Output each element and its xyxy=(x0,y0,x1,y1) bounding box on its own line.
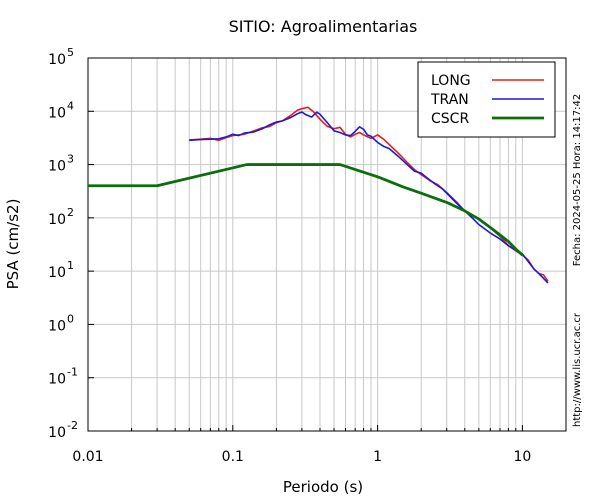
y-axis-label: PSA (cm/s2) xyxy=(4,199,22,290)
y-tick-label: 10 xyxy=(48,105,66,121)
y-tick-exponent: 3 xyxy=(67,153,74,166)
series-line-cscr xyxy=(88,163,524,257)
y-tick-exponent: -1 xyxy=(67,366,78,379)
y-tick-exponent: -2 xyxy=(67,419,78,432)
x-tick-label: 0.1 xyxy=(222,449,244,465)
x-tick-label: 1 xyxy=(373,449,382,465)
legend: LONG TRAN CSCR xyxy=(417,61,556,138)
y-tick-exponent: 4 xyxy=(67,99,74,112)
x-tick-label: 0.01 xyxy=(72,449,103,465)
series-group xyxy=(88,106,549,284)
x-axis-label: Periodo (s) xyxy=(283,478,363,496)
y-tick-label: 10 xyxy=(48,265,66,281)
website-text: http://www.lis.ucr.ac.cr xyxy=(572,312,583,427)
y-tick-label: 10 xyxy=(48,425,66,441)
x-tick-label: 10 xyxy=(513,449,531,465)
y-tick-label: 10 xyxy=(48,318,66,334)
plot-frame xyxy=(87,57,567,432)
chart-title: SITIO: Agroalimentarias xyxy=(229,17,418,36)
y-tick-label: 10 xyxy=(48,372,66,388)
y-tick-exponent: 5 xyxy=(67,46,74,59)
y-tick-label: 10 xyxy=(48,212,66,228)
y-tick-exponent: 1 xyxy=(67,259,74,272)
y-tick-label: 10 xyxy=(48,159,66,175)
y-tick-exponent: 0 xyxy=(67,312,74,325)
y-tick-exponent: 2 xyxy=(67,206,74,219)
legend-label-tran: TRAN xyxy=(430,92,469,108)
y-tick-label: 10 xyxy=(48,52,66,68)
legend-label-long: LONG xyxy=(431,73,471,89)
legend-label-cscr: CSCR xyxy=(431,111,469,127)
series-line-tran xyxy=(189,111,549,284)
x-axis-ticks: 0.01 0.1 1 10 xyxy=(72,425,531,465)
timestamp-text: Fecha: 2024-05-25 Hora: 14:17:42 xyxy=(572,94,583,267)
